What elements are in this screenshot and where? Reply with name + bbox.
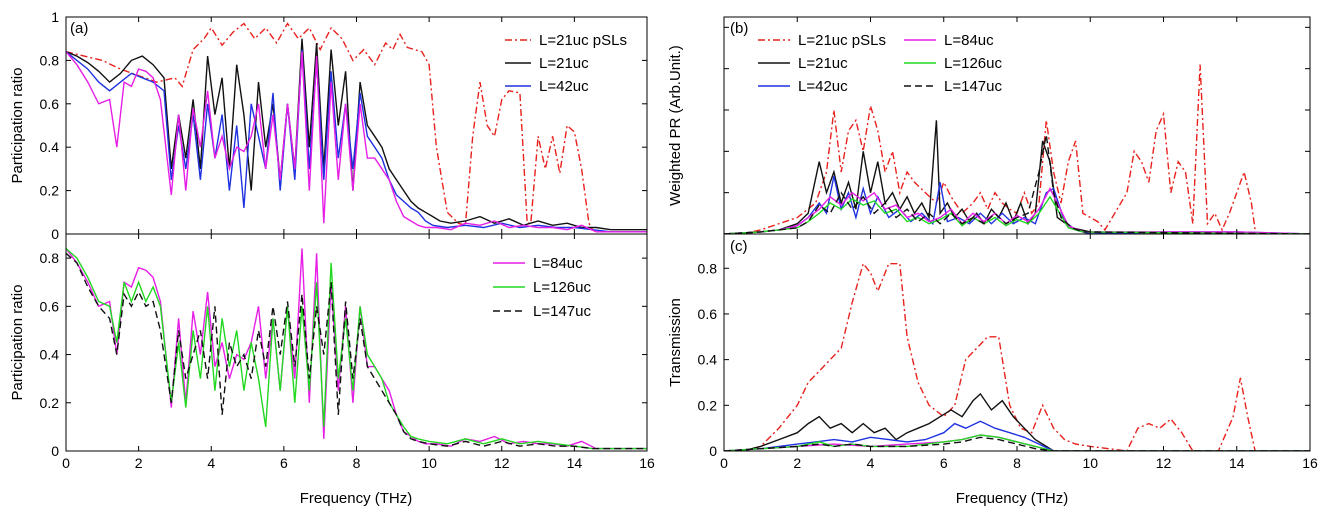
series-line-l-42uc — [724, 420, 1310, 451]
x-tick-label: 10 — [1082, 455, 1098, 471]
x-tick-label: 14 — [1229, 455, 1245, 471]
y-tick-label: 0.4 — [40, 347, 60, 363]
x-tick-label: 12 — [494, 455, 510, 471]
y-tick-label: 1 — [51, 9, 59, 25]
series-line-l-147uc — [66, 252, 647, 450]
panel-label: (a) — [70, 20, 88, 37]
legend: L=21uc pSLs L=21uc L=42uc L=84uc L=126uc L=14… — [758, 32, 1002, 95]
x-tick-label: 12 — [1156, 455, 1172, 471]
series-line-l-21uc — [724, 392, 1310, 451]
x-tick-label: 2 — [135, 455, 143, 471]
series-line-l-147uc — [724, 134, 1310, 234]
legend: L=84uc L=126uc L=147uc — [493, 255, 591, 320]
series-line-l-42uc — [724, 175, 1310, 234]
y-tick-label: 0.8 — [40, 250, 60, 266]
legend-label: L=21uc pSLs — [539, 32, 627, 49]
x-tick-label: 8 — [353, 455, 361, 471]
axes-box — [723, 16, 1311, 235]
legend-label: L=84uc — [533, 255, 583, 272]
legend-label: L=21uc pSLs — [798, 32, 886, 49]
x-tick-label: 4 — [867, 455, 875, 471]
x-tick-label: 6 — [280, 455, 288, 471]
series-line-l-21uc — [66, 38, 647, 231]
y-tick-label: 0 — [51, 443, 59, 459]
x-tick-label: 14 — [567, 455, 583, 471]
series-line-l-84uc — [66, 51, 647, 233]
legend-label: L=42uc — [798, 78, 848, 95]
legend: L=21uc pSLs L=21uc L=42uc — [505, 32, 627, 95]
y-tick-label: 0.2 — [40, 395, 60, 411]
legend-label: L=84uc — [944, 32, 994, 49]
panel-2: Weighted PR (Arb.Unit.)(b)L=21uc pSLsL=2… — [667, 16, 1311, 235]
series-line-l-21uc-psls — [724, 262, 1310, 451]
legend-label: L=147uc — [944, 78, 1002, 95]
series-line-l-84uc — [724, 186, 1310, 234]
y-tick-label: 0.8 — [40, 52, 60, 68]
series-line-l-126uc — [66, 247, 647, 450]
y-axis-label: Weighted PR (Arb.Unit.) — [667, 45, 684, 206]
y-tick-label: 0 — [709, 443, 717, 459]
x-tick-label: 4 — [207, 455, 215, 471]
legend-label: L=42uc — [539, 78, 589, 95]
left-xlabel: Frequency (THz) — [300, 490, 413, 507]
y-axis-label: Transmission — [667, 298, 684, 387]
x-tick-label: 0 — [720, 455, 728, 471]
panel-1: 0 2 4 6 8 10 12 14 16 0 0.2 0.4 0.6 0.8 Participation … — [9, 233, 655, 471]
legend-label: L=21uc — [539, 55, 589, 72]
series-line-l-147uc — [724, 436, 1310, 451]
series-line-l-21uc — [724, 120, 1310, 234]
legend-label: L=147uc — [533, 303, 591, 320]
legend-label: L=126uc — [944, 55, 1002, 72]
y-tick-label: 0.6 — [40, 96, 60, 112]
y-tick-label: 0.2 — [698, 397, 718, 413]
y-tick-label: 0.6 — [40, 298, 60, 314]
series-line-l-126uc — [724, 434, 1310, 451]
y-tick-label: 0.2 — [40, 183, 60, 199]
panel-label: (b) — [730, 20, 748, 37]
y-tick-label: 0.4 — [40, 139, 60, 155]
y-tick-label: 0.4 — [698, 352, 718, 368]
x-tick-label: 16 — [639, 455, 655, 471]
y-axis-label: Participation ratio — [9, 285, 26, 401]
x-tick-label: 0 — [62, 455, 70, 471]
panel-label: (c) — [730, 238, 748, 255]
series-line-l-21uc-psls — [724, 64, 1256, 234]
x-tick-label: 16 — [1302, 455, 1318, 471]
series-line-l-126uc — [724, 195, 1310, 234]
y-tick-label: 0.8 — [698, 260, 718, 276]
x-tick-label: 6 — [940, 455, 948, 471]
right-xlabel: Frequency (THz) — [956, 490, 1069, 507]
legend-label: L=126uc — [533, 279, 591, 296]
y-tick-label: 0 — [51, 226, 59, 242]
legend-label: L=21uc — [798, 55, 848, 72]
y-tick-label: 0.6 — [698, 306, 718, 322]
x-tick-label: 8 — [1013, 455, 1021, 471]
x-tick-label: 2 — [793, 455, 801, 471]
axes-box — [723, 233, 1311, 452]
series-line-l-84uc — [66, 248, 647, 450]
x-tick-label: 10 — [421, 455, 437, 471]
panel-0: 0 0.2 0.4 0.6 0.8 1 Participation ratio (a) L=21… — [9, 9, 648, 242]
panel-3: 0 2 4 6 8 10 12 14 16 0 0.2 0.4 0.6 0.8 Transmission (c… — [667, 233, 1318, 471]
y-axis-label: Participation ratio — [9, 68, 26, 184]
